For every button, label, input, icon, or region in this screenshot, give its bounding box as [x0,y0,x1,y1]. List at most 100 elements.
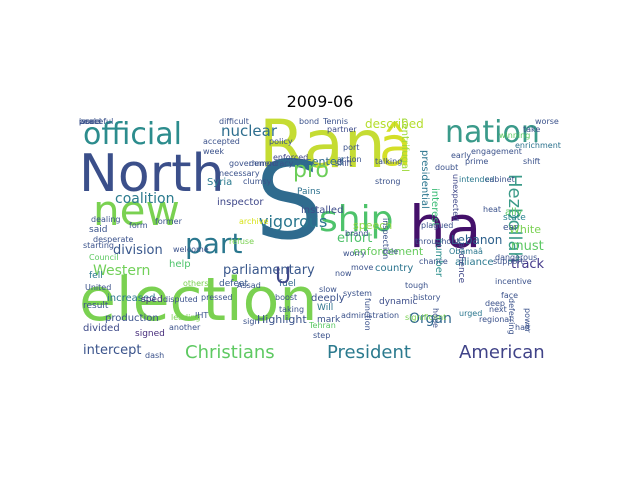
cloud-word: state [503,213,526,223]
cloud-word: Will [317,303,334,313]
cloud-word: dangerous [495,253,538,262]
cloud-word: division [113,243,163,258]
cloud-word: Tehran [309,321,336,330]
cloud-word: North [79,144,225,204]
cloud-word: shift [523,157,541,166]
cloud-word: pressed [201,293,233,302]
cloud-word: history [413,293,441,302]
cloud-word: IHT [195,311,209,320]
cloud-word: intended [459,175,495,184]
word-cloud: election Ran S North ha new â part ship nation off… [79,118,566,362]
cloud-word: deep [485,299,505,308]
cloud-word: tough [405,281,429,290]
cloud-word: dynamic [379,297,418,307]
cloud-word: Obamaâ [449,247,483,256]
cloud-word: refuse [229,237,255,246]
cloud-word: bond [299,118,320,126]
cloud-word: S [255,139,324,264]
cloud-word: American [459,342,545,362]
cloud-word: next [489,305,507,314]
cloud-word: leading [171,313,201,322]
cloud-word: parliamentary [223,263,315,278]
cloud-word: mark [317,315,341,325]
cloud-word: U [275,264,292,289]
cloud-word: welcome [173,245,209,254]
cloud-word: throughout [415,237,460,246]
cloud-word: boost [275,293,298,302]
cloud-word: plagued [421,221,454,230]
cloud-word: difficult [219,118,249,126]
cloud-word: power [523,308,532,333]
cloud-word: starting [83,241,115,250]
cloud-word: signed [135,329,165,339]
cloud-word: sign [243,317,260,326]
cloud-word: significant [405,313,447,322]
cloud-word: divided [83,323,120,334]
cloud-word: ship [319,199,394,240]
cloud-word: heat [483,205,502,214]
cloud-word: winning [499,131,531,140]
cloud-word: early [451,151,472,160]
cloud-word: face [501,291,519,300]
cloud-word: ear [503,223,518,233]
cloud-word: alliance [455,257,494,268]
cloud-word: White [509,223,541,236]
cloud-word: port [343,143,360,152]
cloud-word: President [327,342,411,362]
cloud-word: policy [269,137,293,146]
cloud-word: prime [465,157,489,166]
cloud-word: strong [375,177,401,186]
cloud-word: speech [353,219,393,232]
cloud-word: system [343,289,372,298]
cloud-word: step [313,331,331,340]
cloud-word: dash [145,351,165,360]
cloud-word: slow [319,285,337,294]
cloud-word: Highlight [257,313,307,326]
cloud-word: support [493,257,524,266]
cloud-word: increased [107,293,156,304]
cloud-word: nation [445,118,540,150]
cloud-word: described [365,118,424,131]
cloud-word: part [185,227,243,260]
cloud-word: defeat [219,279,248,289]
cloud-word: former [155,217,182,226]
cloud-word: disputed [163,295,198,304]
cloud-word: accepted [203,137,240,146]
cloud-word: hope [431,308,440,328]
cloud-word: â [379,118,413,178]
cloud-word: help [169,259,191,270]
cloud-word: fell [89,271,103,281]
cloud-word: Council [89,253,119,262]
cloud-word: chance [419,257,448,266]
cloud-word: production [105,313,159,324]
chart-title: 2009-06 [286,92,354,111]
cloud-word: worse [535,118,559,126]
cloud-word: week [203,147,225,156]
cloud-word: installed [301,205,344,216]
cloud-word: inspector [217,197,264,208]
cloud-word: regional [479,315,512,324]
cloud-word: peace [79,118,104,126]
cloud-word: administration [341,311,400,320]
cloud-word: Assad [237,281,261,290]
cloud-word: deeply [311,293,345,304]
cloud-word: partner [327,125,357,134]
cloud-word: shift [335,159,353,168]
cloud-word: election [79,265,318,335]
cloud-word: Lebanon [451,233,503,247]
cloud-word: track [511,257,545,272]
cloud-word: enforced [273,153,309,162]
cloud-word: fuel [279,279,296,289]
cloud-word: Tennis [323,118,348,126]
cloud-word: pro [293,158,329,183]
cloud-word: enrichment [515,141,561,150]
cloud-word: result [83,301,109,311]
cloud-word: new [93,186,180,235]
cloud-word: nuclear [221,122,278,140]
cloud-word: vigorous [259,212,328,231]
cloud-word: peaceful [79,118,114,126]
cloud-word: form [129,221,148,230]
cloud-word: dealing [91,215,121,224]
cloud-word: desperate [93,235,134,244]
cloud-word: incentive [495,277,532,286]
